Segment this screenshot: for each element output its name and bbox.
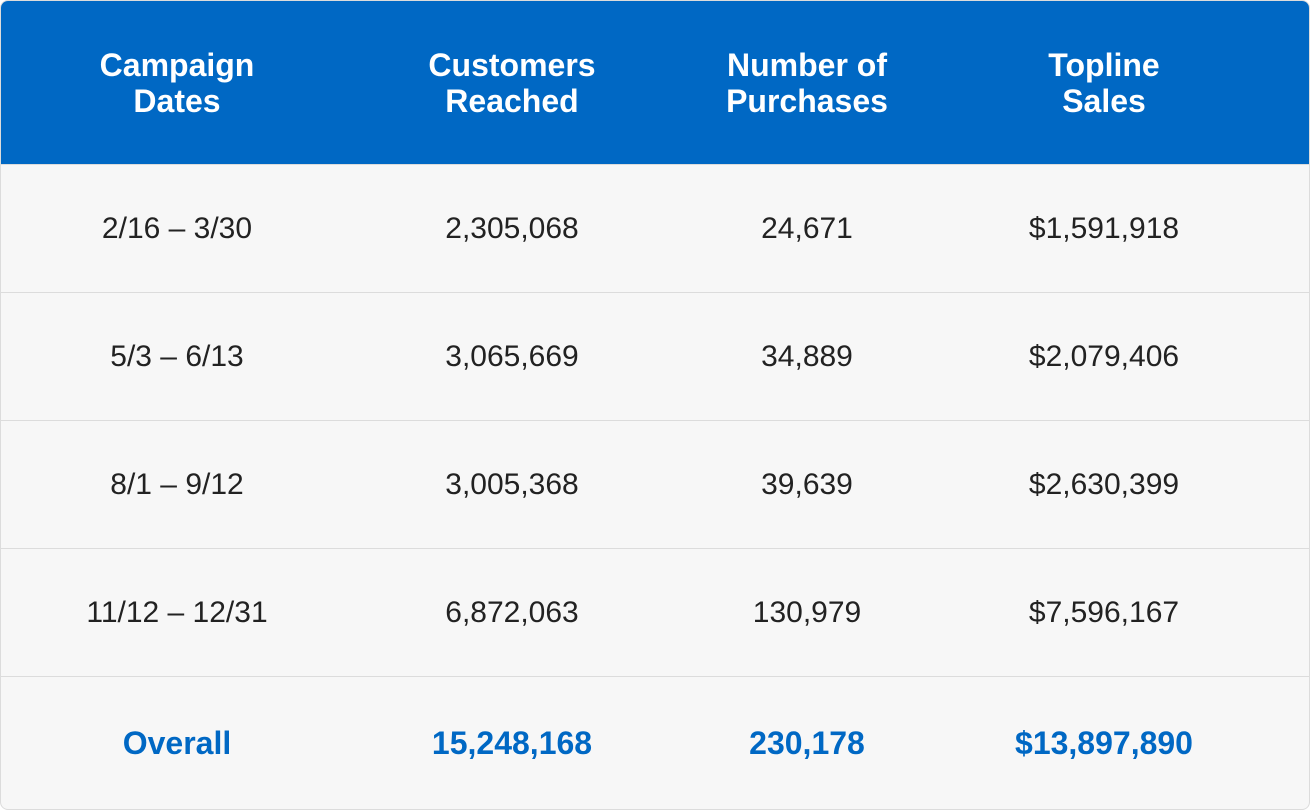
header-row: Campaign Dates Customers Reached Number of… — [1, 1, 1309, 164]
total-text: 15,248,168 — [431, 724, 593, 761]
header-text: Number of Purchases — [726, 46, 888, 119]
body-row: 5/3 – 6/13 3,065,669 34,889 $2,079,406 — [1, 292, 1309, 421]
total-text: $13,897,890 — [1015, 724, 1193, 761]
table-cell: 34,889 — [637, 293, 977, 421]
header-text: Customers Reached — [428, 46, 596, 119]
cell-text: 130,979 — [752, 596, 862, 629]
cell-text: $1,591,918 — [1028, 212, 1180, 245]
body-row: 8/1 – 9/12 3,005,368 39,639 $2,630,399 — [1, 420, 1309, 549]
cell-text: $7,596,167 — [1028, 596, 1180, 629]
table-cell: 230,178 — [637, 677, 977, 809]
table-cell: Overall — [7, 677, 347, 809]
cell-text: 3,065,669 — [445, 340, 579, 373]
table-cell: 15,248,168 — [342, 677, 682, 809]
header-text: Campaign Dates — [99, 46, 255, 119]
body-row: 11/12 – 12/31 6,872,063 130,979 $7,596,167 — [1, 548, 1309, 677]
cell-text: 3,005,368 — [445, 468, 579, 501]
table-cell: $1,591,918 — [934, 165, 1274, 293]
table-cell: $2,630,399 — [934, 421, 1274, 549]
table-cell: Topline Sales — [934, 1, 1274, 164]
cell-text: 24,671 — [761, 212, 853, 245]
table-cell: $13,897,890 — [934, 677, 1274, 809]
cell-text: 2/16 – 3/30 — [101, 212, 253, 245]
table-cell: 5/3 – 6/13 — [7, 293, 347, 421]
table-cell: $7,596,167 — [934, 549, 1274, 677]
body-row: 2/16 – 3/30 2,305,068 24,671 $1,591,918 — [1, 164, 1309, 293]
cell-text: 5/3 – 6/13 — [110, 340, 244, 373]
table-cell: Number of Purchases — [637, 1, 977, 164]
cell-text: 34,889 — [761, 340, 853, 373]
table-cell: 130,979 — [637, 549, 977, 677]
cell-text: 2,305,068 — [445, 212, 579, 245]
table-cell: $2,079,406 — [934, 293, 1274, 421]
header-text: Topline Sales — [1048, 46, 1160, 119]
cell-text: 8/1 – 9/12 — [110, 468, 244, 501]
cell-text: 6,872,063 — [445, 596, 579, 629]
table-cell: 3,005,368 — [342, 421, 682, 549]
total-text: Overall — [122, 724, 232, 761]
table-cell: 3,065,669 — [342, 293, 682, 421]
table-cell: 8/1 – 9/12 — [7, 421, 347, 549]
total-row: Overall 15,248,168 230,178 $13,897,890 — [1, 676, 1309, 809]
cell-text: 39,639 — [761, 468, 853, 501]
table-cell: 2/16 – 3/30 — [7, 165, 347, 293]
cell-text: $2,630,399 — [1028, 468, 1180, 501]
table-cell: 2,305,068 — [342, 165, 682, 293]
table-cell: Customers Reached — [342, 1, 682, 164]
cell-text: $2,079,406 — [1028, 340, 1180, 373]
table-cell: 24,671 — [637, 165, 977, 293]
table-cell: Campaign Dates — [7, 1, 347, 164]
cell-text: 11/12 – 12/31 — [86, 596, 268, 629]
table-cell: 11/12 – 12/31 — [7, 549, 347, 677]
total-text: 230,178 — [749, 724, 865, 761]
table-cell: 6,872,063 — [342, 549, 682, 677]
table-cell: 39,639 — [637, 421, 977, 549]
